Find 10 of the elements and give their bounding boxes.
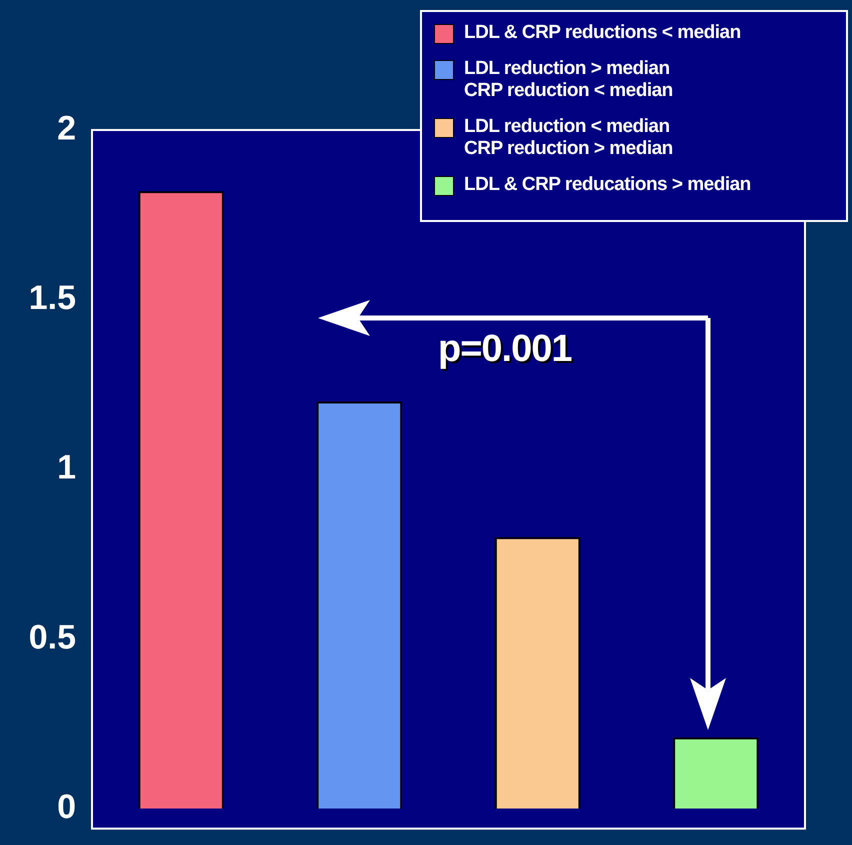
legend-label: LDL reduction > median CRP reduction < median xyxy=(464,58,673,102)
y-tick-label: 1.5 xyxy=(28,279,76,318)
y-tick-label: 0.5 xyxy=(28,618,76,656)
y-tick-label: 1 xyxy=(57,448,76,487)
y-tick-label: 2 xyxy=(57,109,76,148)
legend-label: LDL & CRP reductions < median xyxy=(464,22,741,44)
y-tick-label: 0 xyxy=(57,788,76,826)
legend-label: LDL reduction < median CRP reduction > median xyxy=(464,116,673,160)
annotation: p=0.001 xyxy=(438,328,572,371)
legend-label: LDL & CRP reducations > median xyxy=(464,174,751,196)
